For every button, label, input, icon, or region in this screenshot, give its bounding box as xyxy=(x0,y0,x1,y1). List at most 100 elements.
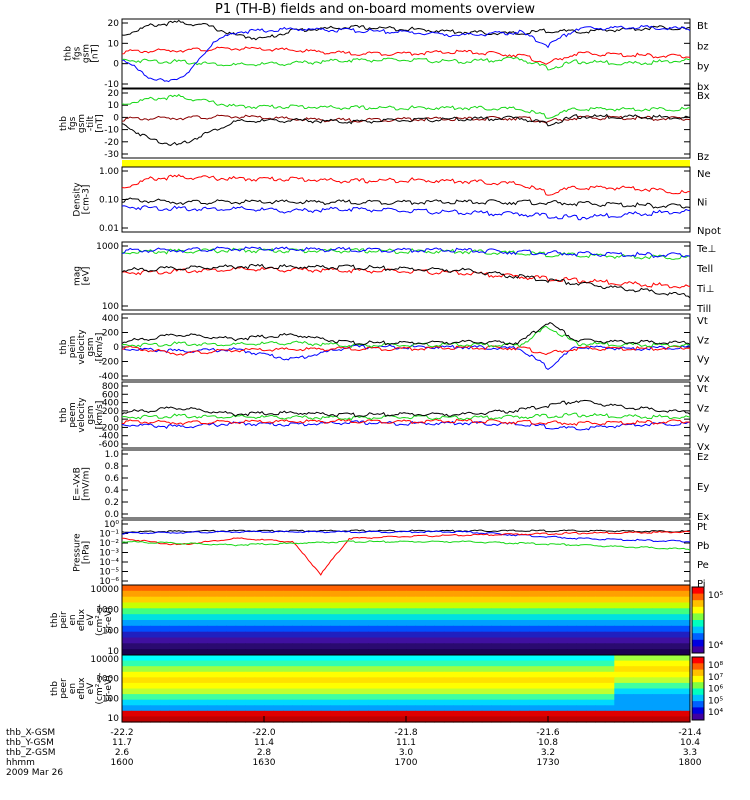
heatmap-cell-p9 xyxy=(500,649,511,656)
heatmap-cell-p9 xyxy=(633,643,644,650)
heatmap-cell-p9 xyxy=(216,620,227,627)
heatmap-cell-p10 xyxy=(576,716,587,723)
heatmap-cell-p10 xyxy=(311,660,322,667)
heatmap-cell-p9 xyxy=(661,596,672,604)
ylabel-p2: fgs xyxy=(68,116,78,130)
ylabel-p6: gsm xyxy=(86,405,96,424)
ytick-label-p8: 10⁻⁴ xyxy=(99,558,119,568)
series-line-p6-Vt xyxy=(121,399,691,418)
heatmap-cell-p10 xyxy=(566,716,577,723)
heatmap-cell-p9 xyxy=(140,608,151,615)
heatmap-cell-p9 xyxy=(396,631,407,639)
heatmap-cell-p10 xyxy=(642,655,653,662)
ytick-label-p1: 0 xyxy=(113,60,119,70)
heatmap-cell-p9 xyxy=(576,608,587,615)
heatmap-cell-p9 xyxy=(245,643,256,650)
heatmap-cell-p9 xyxy=(595,596,606,604)
heatmap-cell-p10 xyxy=(415,666,426,673)
heatmap-cell-p9 xyxy=(235,614,246,621)
heatmap-cell-p10 xyxy=(576,705,587,712)
heatmap-cell-p10 xyxy=(159,655,170,662)
heatmap-cell-p9 xyxy=(169,608,180,615)
heatmap-cell-p10 xyxy=(415,677,426,684)
heatmap-cell-p10 xyxy=(406,716,417,723)
series-line-p4-Till xyxy=(121,247,691,260)
heatmap-cell-p9 xyxy=(538,596,549,604)
heatmap-cell-p9 xyxy=(396,637,407,644)
heatmap-cell-p10 xyxy=(311,666,322,673)
heatmap-cell-p10 xyxy=(207,710,218,717)
heatmap-cell-p9 xyxy=(292,596,303,604)
heatmap-cell-p9 xyxy=(566,608,577,615)
heatmap-cell-p10 xyxy=(566,694,577,701)
ytick-label-p1: -10 xyxy=(104,80,119,90)
heatmap-cell-p10 xyxy=(339,688,350,695)
heatmap-cell-p10 xyxy=(301,705,312,712)
heatmap-cell-p9 xyxy=(264,631,275,639)
heatmap-cell-p10 xyxy=(349,671,360,678)
heatmap-cell-p9 xyxy=(661,631,672,639)
heatmap-cell-p10 xyxy=(169,666,180,673)
heatmap-cell-p10 xyxy=(443,694,454,701)
heatmap-cell-p10 xyxy=(642,710,653,717)
heatmap-cell-p10 xyxy=(680,671,691,678)
heatmap-cell-p9 xyxy=(368,631,379,639)
heatmap-cell-p9 xyxy=(396,620,407,627)
heatmap-cell-p9 xyxy=(406,590,417,598)
heatmap-cell-p10 xyxy=(538,682,549,690)
heatmap-cell-p9 xyxy=(301,602,312,609)
heatmap-cell-p9 xyxy=(462,625,473,633)
heatmap-cell-p9 xyxy=(245,620,256,627)
heatmap-cell-p10 xyxy=(500,710,511,717)
heatmap-cell-p10 xyxy=(585,655,596,662)
legend-p7: Ey xyxy=(697,482,709,493)
heatmap-cell-p10 xyxy=(510,655,521,662)
heatmap-cell-p10 xyxy=(671,671,682,678)
heatmap-cell-p10 xyxy=(349,666,360,673)
heatmap-cell-p10 xyxy=(661,710,672,717)
heatmap-cell-p9 xyxy=(122,585,133,592)
heatmap-cell-p10 xyxy=(415,705,426,712)
heatmap-cell-p9 xyxy=(150,625,161,633)
heatmap-cell-p10 xyxy=(481,666,492,673)
heatmap-cell-p10 xyxy=(226,705,237,712)
heatmap-cell-p9 xyxy=(462,602,473,609)
heatmap-cell-p10 xyxy=(178,677,189,684)
heatmap-cell-p9 xyxy=(548,608,559,615)
heatmap-cell-p10 xyxy=(396,705,407,712)
heatmap-cell-p10 xyxy=(273,682,284,690)
heatmap-cell-p9 xyxy=(377,614,388,621)
ytick-label-p6: -200 xyxy=(99,423,120,433)
heatmap-cell-p9 xyxy=(377,596,388,604)
heatmap-cell-p10 xyxy=(566,688,577,695)
heatmap-cell-p9 xyxy=(443,649,454,656)
heatmap-cell-p9 xyxy=(140,620,151,627)
heatmap-cell-p9 xyxy=(245,649,256,656)
heatmap-cell-p9 xyxy=(652,631,663,639)
heatmap-cell-p9 xyxy=(462,585,473,592)
ytick-label-p5: 0 xyxy=(113,343,119,353)
heatmap-cell-p9 xyxy=(548,585,559,592)
heatmap-cell-p10 xyxy=(197,710,208,717)
heatmap-cell-p9 xyxy=(500,590,511,598)
heatmap-cell-p10 xyxy=(122,660,133,667)
heatmap-cell-p9 xyxy=(557,608,568,615)
heatmap-cell-p9 xyxy=(273,631,284,639)
heatmap-cell-p10 xyxy=(481,688,492,695)
heatmap-cell-p10 xyxy=(235,699,246,706)
heatmap-cell-p9 xyxy=(273,625,284,633)
heatmap-cell-p10 xyxy=(150,699,161,706)
heatmap-cell-p10 xyxy=(424,660,435,667)
heatmap-cell-p10 xyxy=(282,682,293,690)
heatmap-cell-p9 xyxy=(282,631,293,639)
heatmap-cell-p10 xyxy=(595,716,606,723)
heatmap-cell-p10 xyxy=(282,705,293,712)
heatmap-cell-p10 xyxy=(415,699,426,706)
heatmap-cell-p10 xyxy=(245,660,256,667)
heatmap-cell-p10 xyxy=(406,682,417,690)
heatmap-cell-p10 xyxy=(339,655,350,662)
heatmap-cell-p9 xyxy=(311,649,322,656)
heatmap-cell-p9 xyxy=(500,620,511,627)
heatmap-cell-p9 xyxy=(434,614,445,621)
heatmap-cell-p9 xyxy=(614,590,625,598)
